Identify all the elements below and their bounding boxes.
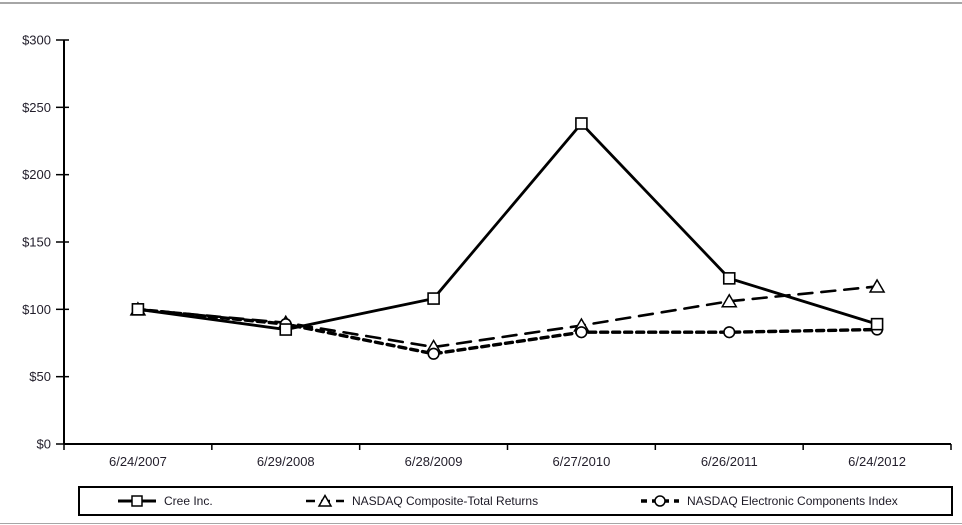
legend-solid-line-square-marker-icon bbox=[118, 495, 156, 507]
x-tick-label: 6/24/2007 bbox=[109, 454, 167, 469]
figure-bottom-rule bbox=[0, 523, 962, 524]
x-tick-label: 6/26/2011 bbox=[701, 454, 758, 469]
marker-triangle bbox=[868, 278, 886, 293]
legend-short-dash-line-circle-marker-icon bbox=[641, 495, 679, 507]
y-tick-label: $250 bbox=[22, 100, 51, 115]
figure-top-rule bbox=[0, 2, 962, 4]
marker-circle bbox=[575, 326, 588, 339]
marker-square bbox=[722, 272, 736, 285]
marker-circle bbox=[723, 326, 736, 339]
legend-item-nasdaq-electronic: NASDAQ Electronic Components Index bbox=[640, 488, 898, 514]
marker-square bbox=[575, 117, 588, 130]
legend-item-cree: Cree Inc. bbox=[117, 488, 213, 514]
legend-label-cree: Cree Inc. bbox=[164, 494, 213, 508]
x-tick-label: 6/24/2012 bbox=[848, 454, 906, 469]
y-tick-label: $200 bbox=[22, 167, 51, 182]
marker-square bbox=[427, 292, 440, 305]
stock-performance-line-chart: $0 $50 $100 $150 $200 $250 $300 6/24/2007 6/29/2… bbox=[22, 33, 952, 469]
y-tick-label: $0 bbox=[37, 437, 51, 452]
legend-item-nasdaq-composite: NASDAQ Composite-Total Returns bbox=[305, 488, 538, 514]
y-tick-label: $50 bbox=[29, 369, 51, 384]
legend-dashed-line-triangle-marker-icon bbox=[306, 494, 344, 507]
marker-triangle bbox=[720, 293, 738, 308]
marker-square bbox=[131, 303, 145, 316]
marker-square bbox=[279, 323, 293, 336]
y-tick-label: $150 bbox=[22, 235, 51, 250]
x-tick-label: 6/29/2008 bbox=[257, 454, 315, 469]
series-line-square bbox=[136, 121, 879, 331]
marker-square bbox=[870, 317, 884, 331]
legend-label-nasdaq-composite: NASDAQ Composite-Total Returns bbox=[352, 494, 539, 508]
chart-legend: Cree Inc. NASDAQ Composite-Total Returns… bbox=[78, 486, 953, 516]
x-tick-label: 6/27/2010 bbox=[552, 454, 610, 469]
series-line-triangle bbox=[136, 285, 879, 349]
legend-label-nasdaq-electronic: NASDAQ Electronic Components Index bbox=[687, 494, 898, 508]
marker-circle bbox=[427, 347, 440, 360]
y-tick-label: $300 bbox=[22, 33, 51, 48]
x-tick-label: 6/28/2009 bbox=[405, 454, 463, 469]
y-tick-label: $100 bbox=[22, 302, 51, 317]
series-line-circle bbox=[136, 307, 879, 356]
